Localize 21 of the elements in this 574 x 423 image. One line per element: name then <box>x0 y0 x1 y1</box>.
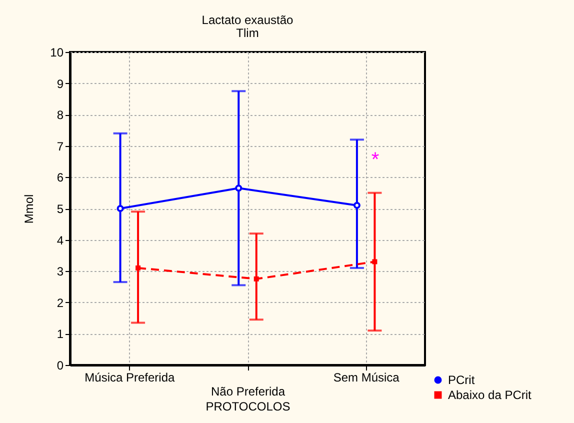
legend-label: PCrit <box>448 373 476 387</box>
y-axis-title: Mmol <box>22 194 36 224</box>
y-tick-label: 4 <box>56 233 64 248</box>
y-tick-label: 6 <box>56 170 64 185</box>
x-tick-label: Sem Música <box>333 370 400 384</box>
chart-title: Lactato exaustão <box>202 13 294 27</box>
y-tick-label: 9 <box>56 76 64 91</box>
y-tick-label: 1 <box>56 327 64 342</box>
y-tick-label: 2 <box>56 296 64 310</box>
legend-label: Abaixo da PCrit <box>448 388 532 402</box>
x-tick-label: Não Preferida <box>210 384 286 398</box>
annotation: * <box>371 148 380 171</box>
chart-subtitle: Tlim <box>236 26 259 40</box>
y-tick-label: 8 <box>56 108 64 122</box>
y-tick-label: 0 <box>56 358 64 372</box>
y-tick-label: 7 <box>56 139 64 154</box>
y-tick-label: 3 <box>56 264 64 279</box>
y-tick-label: 5 <box>56 202 64 216</box>
x-tick-label: Música Preferida <box>84 370 176 384</box>
x-axis-title: PROTOCOLOS <box>206 400 290 414</box>
y-tick-label: 10 <box>50 46 64 60</box>
